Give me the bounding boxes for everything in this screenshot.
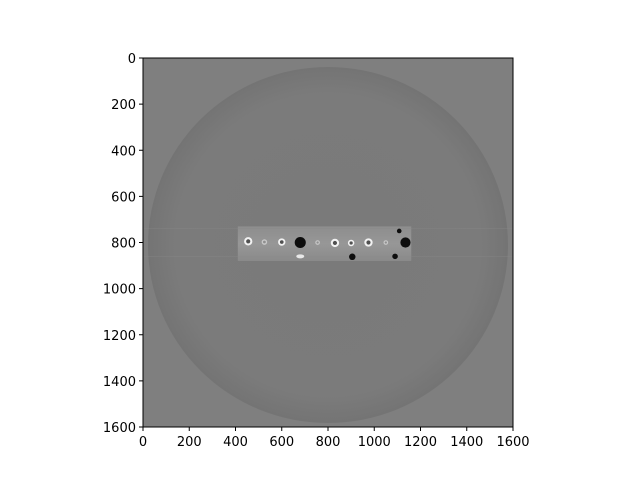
sample-bar [237,226,412,261]
x-axis: 0 200 400 600 800 1000 1200 1400 1600 [139,427,530,450]
x-tick-label: 0 [139,435,147,450]
y-tick-label: 1400 [103,375,136,390]
pore-core [279,240,284,244]
y-tick-label: 1200 [103,329,136,344]
void-hole [396,228,402,234]
pore-core [246,239,251,244]
pore-core [384,241,387,244]
y-axis: 0 200 400 600 800 1000 1200 1400 1600 [103,52,143,436]
y-tick-label: 600 [111,190,136,205]
void-hole [392,253,398,260]
pore-core [349,241,353,245]
y-tick-label: 200 [111,98,136,113]
void-hole [349,253,356,261]
x-tick-label: 1600 [496,435,529,450]
void-hole [294,236,306,249]
bright-spot [296,254,305,259]
x-tick-label: 1200 [404,435,437,450]
y-tick-label: 1000 [103,283,136,298]
x-tick-label: 200 [177,435,202,450]
y-tick-label: 0 [128,52,136,67]
x-tick-label: 400 [223,435,248,450]
pore-core [263,240,266,244]
y-tick-label: 400 [111,144,136,159]
y-tick-label: 800 [111,237,136,252]
pore-core [366,240,371,245]
x-tick-label: 1000 [358,435,391,450]
pore-core [332,240,338,246]
image-plot-area [143,58,513,427]
x-tick-label: 1400 [450,435,483,450]
y-tick-label: 1600 [103,421,136,436]
pore-core [316,241,319,244]
x-tick-label: 600 [269,435,294,450]
x-tick-label: 800 [316,435,341,450]
void-hole [400,237,411,248]
sample-features [143,226,513,261]
